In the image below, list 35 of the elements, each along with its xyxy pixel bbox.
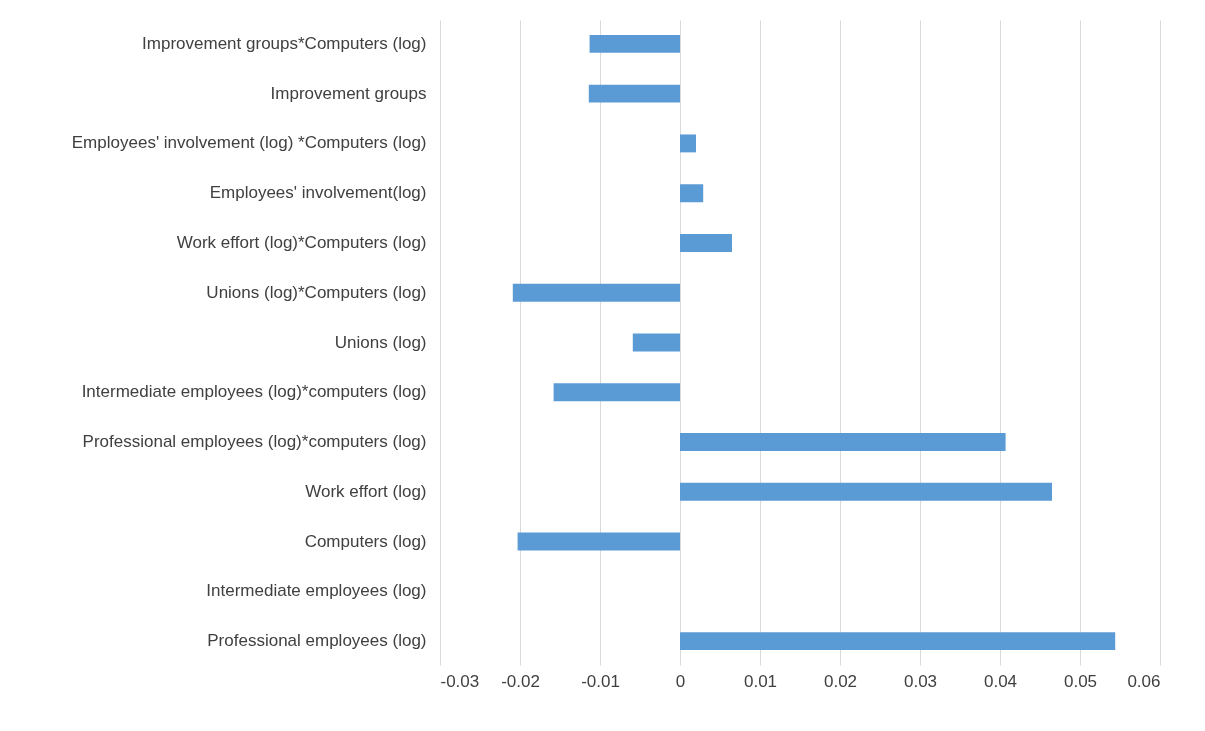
y-tick-label: Intermediate employees (log)*computers (log) (81, 382, 427, 402)
bar (512, 283, 680, 302)
bar (553, 383, 680, 402)
x-tick-label: 0 (675, 671, 686, 691)
x-tick-label: 0.06 (1127, 671, 1161, 691)
y-tick-label: Improvement groups (270, 83, 427, 103)
x-tick-label: -0.02 (501, 671, 540, 691)
bar (680, 482, 1052, 501)
y-tick-label: Professional employees (log)*computers (log) (82, 432, 427, 452)
x-tick-label: -0.03 (440, 671, 480, 691)
bar (680, 433, 1006, 451)
x-tick-label: 0.04 (983, 671, 1018, 691)
y-tick-label: Intermediate employees (log) (206, 581, 427, 601)
y-tick-label: Unions (log) (334, 332, 427, 352)
bar (517, 532, 680, 551)
y-tick-label: Professional employees (log) (207, 631, 427, 651)
x-tick-label: 0.05 (1063, 671, 1098, 691)
y-tick-label: Employees' involvement(log) (209, 183, 427, 203)
y-tick-label: Employees' involvement (log) *Computers (log) (71, 133, 427, 153)
bar (588, 84, 680, 103)
x-tick-label: 0.02 (823, 671, 858, 691)
bar (589, 34, 680, 53)
bar (680, 632, 1116, 651)
bar (680, 234, 732, 252)
y-tick-label: Improvement groups*Computers (log) (142, 33, 427, 53)
x-tick-label: 0.01 (743, 671, 778, 691)
bar (680, 184, 704, 203)
y-tick-label: Work effort (log)*Computers (log) (176, 232, 427, 252)
y-tick-label: Computers (log) (304, 531, 427, 551)
x-tick-label: -0.01 (581, 671, 620, 691)
bar (680, 134, 696, 153)
y-tick-label: Unions (log)*Computers (log) (206, 282, 427, 302)
bar (632, 333, 680, 352)
y-tick-label: Work effort (log) (305, 481, 427, 501)
x-tick-label: 0.03 (903, 671, 938, 691)
